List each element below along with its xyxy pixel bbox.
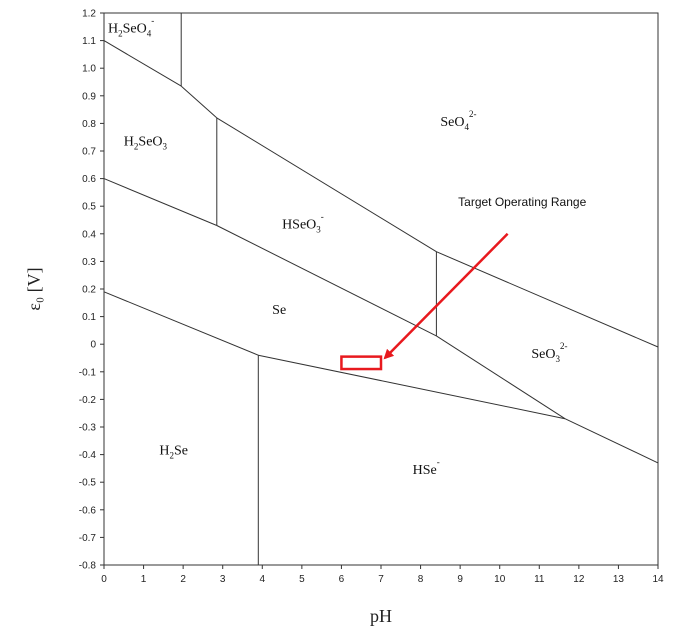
x-tick-label: 7: [378, 574, 384, 585]
region-label-se: Se: [272, 303, 286, 318]
y-tick-label: 1.1: [82, 36, 96, 47]
y-tick-label: -0.8: [79, 561, 97, 572]
x-tick-label: 2: [180, 574, 186, 585]
x-tick-label: 13: [613, 574, 625, 585]
y-tick-label: 0: [90, 340, 96, 351]
x-tick-label: 5: [299, 574, 305, 585]
y-tick-label: 1.2: [82, 9, 96, 20]
boundary-line-10: [564, 418, 659, 464]
boundary-line-9: [436, 335, 566, 420]
region-label-hseo3-: HSeO3-: [282, 211, 324, 234]
y-tick-label: 0.3: [82, 257, 96, 268]
annotation-arrow: [383, 232, 509, 360]
annotation-group: Target Operating Range: [340, 195, 587, 371]
boundary-line-7: [103, 178, 217, 226]
region-label-hse-: HSe-: [413, 457, 440, 478]
x-tick-label: 8: [418, 574, 424, 585]
region-label-h2se: H2Se: [159, 444, 188, 461]
y-tick-label: -0.7: [79, 533, 97, 544]
region-label-h2seo3: H2SeO3: [124, 134, 168, 151]
boundary-line-2: [180, 85, 218, 119]
boundary-line-11: [103, 291, 259, 356]
y-tick-label: 0.6: [82, 174, 96, 185]
boundary-line-0: [103, 40, 182, 87]
region-label-seo3-2-: SeO32-: [531, 341, 567, 364]
x-tick-label: 14: [652, 574, 664, 585]
boundary-line-13: [258, 354, 566, 420]
x-tick-label: 9: [457, 574, 463, 585]
y-tick-label: -0.4: [79, 450, 97, 461]
plot-frame: [103, 12, 659, 566]
x-tick-label: 12: [573, 574, 585, 585]
x-tick-label: 1: [141, 574, 147, 585]
region-label-h2seo4: H2SeO4-: [108, 15, 154, 38]
boundary-line-8: [216, 225, 437, 337]
y-tick-label: 0.4: [82, 229, 96, 240]
y-axis-ticks: -0.8 -0.7 -0.6 -0.5 -0.4 -0.3 -0.2 -0.1 0 0.1 0.2 0…: [79, 9, 104, 572]
y-tick-label: 0.9: [82, 91, 96, 102]
boundary-line-3: [216, 117, 437, 253]
target-range-box: [340, 355, 383, 371]
y-tick-label: -0.6: [79, 505, 97, 516]
region-labels: H2SeO4- H2SeO3 SeO42- HSeO3- Se SeO32- H2Se HSe…: [108, 15, 568, 478]
y-tick-label: -0.5: [79, 478, 97, 489]
annotation-text: Target Operating Range: [458, 195, 586, 209]
y-tick-label: -0.2: [79, 395, 97, 406]
x-tick-label: 10: [494, 574, 506, 585]
x-tick-label: 4: [260, 574, 266, 585]
y-tick-label: 0.2: [82, 285, 96, 296]
y-tick-label: 1.0: [82, 64, 96, 75]
y-tick-label: 0.7: [82, 147, 96, 158]
x-tick-label: 3: [220, 574, 226, 585]
x-axis-ticks: 0 1 2 3 4 5 6 7 8 9 10 11 12 13 14: [101, 565, 664, 585]
y-tick-label: 0.8: [82, 119, 96, 130]
x-tick-label: 6: [339, 574, 345, 585]
y-tick-label: -0.1: [79, 367, 97, 378]
x-tick-label: 11: [534, 574, 545, 585]
x-tick-label: 0: [101, 574, 107, 585]
y-tick-label: -0.3: [79, 423, 97, 434]
y-tick-label: 0.1: [82, 312, 96, 323]
y-tick-label: 0.5: [82, 202, 96, 213]
x-axis-label: pH: [370, 606, 392, 626]
boundary-line-4: [436, 251, 659, 348]
boundary-lines: [103, 13, 659, 565]
y-axis-label: ε₀ [V]: [24, 267, 44, 310]
region-label-seo4-2-: SeO42-: [440, 109, 476, 132]
